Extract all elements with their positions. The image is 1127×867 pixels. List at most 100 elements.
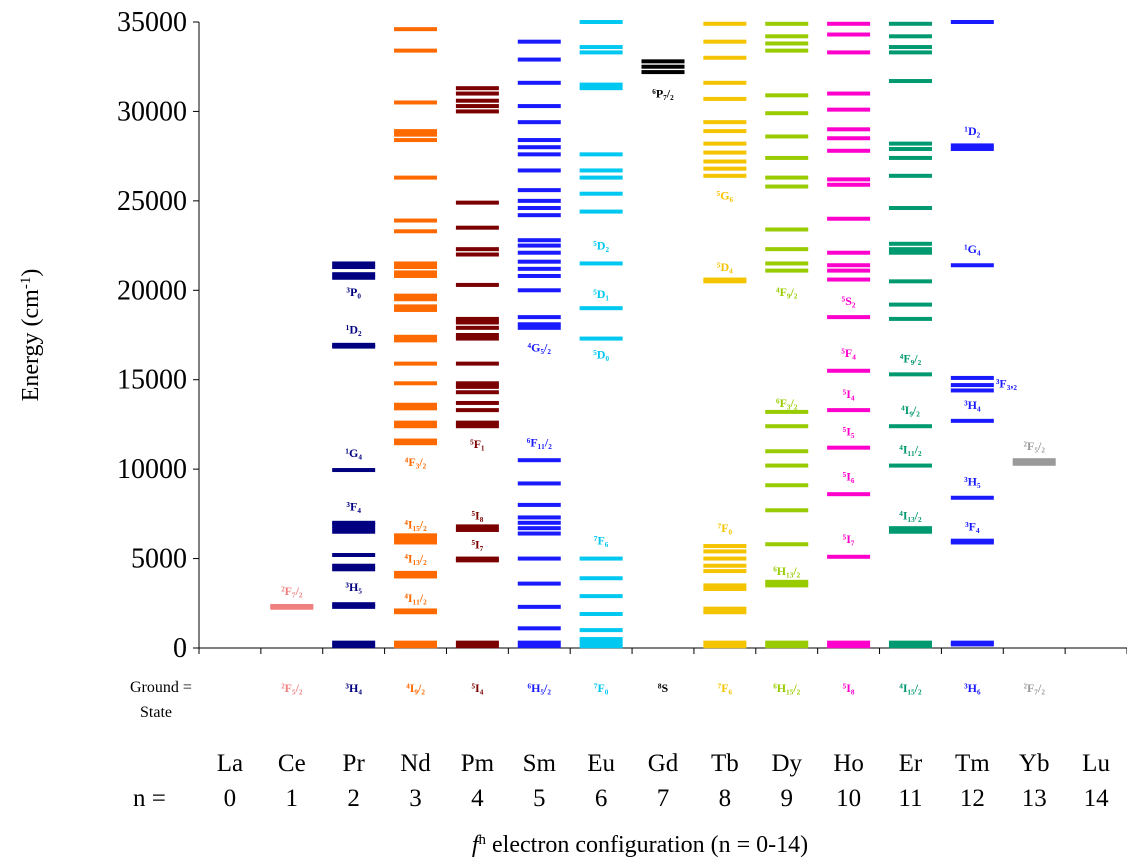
energy-level-ho [827, 177, 871, 182]
element-n-yb: 13 [1022, 785, 1047, 812]
energy-level-tb [703, 129, 747, 134]
energy-level-ho [827, 492, 871, 497]
energy-level-dy [765, 247, 809, 252]
energy-level-sm [517, 80, 561, 85]
energy-level-pr [332, 640, 376, 645]
energy-level-nd [394, 536, 438, 541]
energy-level-yb [1012, 458, 1056, 463]
energy-level-er [888, 316, 932, 321]
energy-level-sm [517, 626, 561, 631]
term-label-sm: ⁴G₅/₂ [528, 341, 552, 355]
energy-level-tb [703, 159, 747, 164]
energy-level-pr [332, 644, 376, 649]
y-tick-label: 20000 [117, 275, 187, 306]
energy-level-gd [641, 64, 685, 69]
energy-level-dy [765, 508, 809, 513]
energy-level-pm [455, 390, 499, 395]
energy-level-eu [579, 336, 623, 341]
energy-level-gd [641, 70, 685, 75]
energy-level-sm [517, 188, 561, 193]
energy-level-tb [703, 96, 747, 101]
element-n-dy: 9 [780, 785, 793, 812]
energy-level-dy [765, 48, 809, 53]
y-axis-title: Energy (cm-1) [18, 269, 44, 402]
term-label-tb: ⁵G₆ [717, 188, 734, 202]
term-label-pr: ³P₀ [346, 285, 361, 299]
energy-levels [270, 20, 1056, 649]
energy-level-pm [455, 527, 499, 532]
energy-level-ho [827, 21, 871, 26]
energy-level-tb [703, 21, 747, 26]
energy-level-pm [455, 424, 499, 429]
energy-level-sm [517, 604, 561, 609]
energy-level-ho [827, 50, 871, 55]
energy-level-pr [332, 563, 376, 568]
energy-level-ho [827, 408, 871, 413]
energy-level-nd [394, 361, 438, 366]
energy-level-sm [517, 273, 561, 278]
energy-level-sm [517, 259, 561, 264]
energy-level-pm [455, 320, 499, 325]
energy-level-pm [455, 400, 499, 405]
element-symbol-gd: Gd [648, 750, 679, 777]
energy-level-dy [765, 424, 809, 429]
energy-level-sm [517, 581, 561, 586]
x-axis-title-sup: n [479, 832, 487, 848]
element-n-gd: 7 [657, 785, 670, 812]
energy-level-dy [765, 175, 809, 180]
energy-level-sm [517, 531, 561, 536]
energy-level-tb [703, 80, 747, 85]
energy-level-dy [765, 542, 809, 547]
energy-level-pm [455, 408, 499, 413]
energy-level-dy [765, 21, 809, 26]
energy-level-sm [517, 120, 561, 125]
element-symbol-yb: Yb [1019, 750, 1050, 777]
element-n-nd: 3 [409, 785, 422, 812]
ground-state-title-2: State [140, 704, 172, 721]
energy-level-tm [950, 388, 994, 393]
energy-level-pr [332, 604, 376, 609]
energy-level-tb [703, 549, 747, 554]
energy-level-pm [455, 524, 499, 529]
term-label-dy: ⁴F₉/₂ [776, 285, 798, 299]
ground-state-row: Ground = State ²F₅/₂ ³H₄ ⁴I₉/₂ ⁵I₄ ⁶H₅/₂ ⁷F₀ ⁸… [130, 679, 1045, 721]
energy-level-tm [950, 495, 994, 500]
energy-level-er [888, 45, 932, 50]
energy-level-dy [765, 268, 809, 273]
energy-level-sm [517, 213, 561, 218]
energy-level-ho [827, 148, 871, 153]
term-labels: ²F₇/₂ ³P₀ ¹D₂ ¹G₄ ³F₄ ³H₅ ⁴F₃/₂ ⁴I₁₅/₂ ⁴I₁₃/₂ ⁴I₁… [281, 87, 1045, 605]
energy-level-sm [517, 206, 561, 211]
element-symbol-lu: Lu [1082, 750, 1110, 777]
energy-level-er [888, 247, 932, 252]
energy-level-pm [455, 644, 499, 649]
term-label-ho: ⁵I₆ [843, 469, 855, 483]
energy-level-er [888, 250, 932, 255]
y-axis: 0 5000 10000 15000 20000 25000 30000 35000 [117, 7, 200, 664]
ground-state-tb: ⁷F₆ [718, 681, 733, 695]
term-label-nd: ⁴F₃/₂ [405, 455, 427, 469]
element-labels: La 0 Ce 1 Pr 2 Nd 3 Pm 4 Sm 5 Eu 6 Gd 7 Tb 8 Dy 9 Ho 10 Er 11 Tm… [217, 750, 1111, 812]
energy-level-nd [394, 293, 438, 298]
element-symbol-pr: Pr [343, 750, 366, 777]
energy-level-dy [765, 34, 809, 39]
energy-level-sm [517, 315, 561, 320]
energy-level-pm [455, 200, 499, 205]
energy-level-nd [394, 420, 438, 425]
energy-level-dy [765, 261, 809, 266]
ground-state-tm: ³H₆ [964, 681, 981, 695]
term-label-nd: ⁴I₁₁/₂ [404, 591, 427, 605]
ground-state-eu: ⁷F₀ [594, 681, 609, 695]
energy-level-sm [517, 322, 561, 327]
energy-level-dy [765, 227, 809, 232]
term-label-nd: ⁴I₁₅/₂ [404, 518, 427, 532]
energy-level-nd [394, 338, 438, 343]
x-axis [198, 647, 1127, 654]
energy-level-pr [332, 552, 376, 557]
y-tick-label: 35000 [117, 7, 187, 38]
energy-level-pr [332, 275, 376, 280]
energy-level-tb [703, 277, 747, 282]
energy-level-tb [703, 563, 747, 568]
term-label-gd: ⁶P₇/₂ [652, 87, 674, 101]
energy-level-pm [455, 225, 499, 230]
